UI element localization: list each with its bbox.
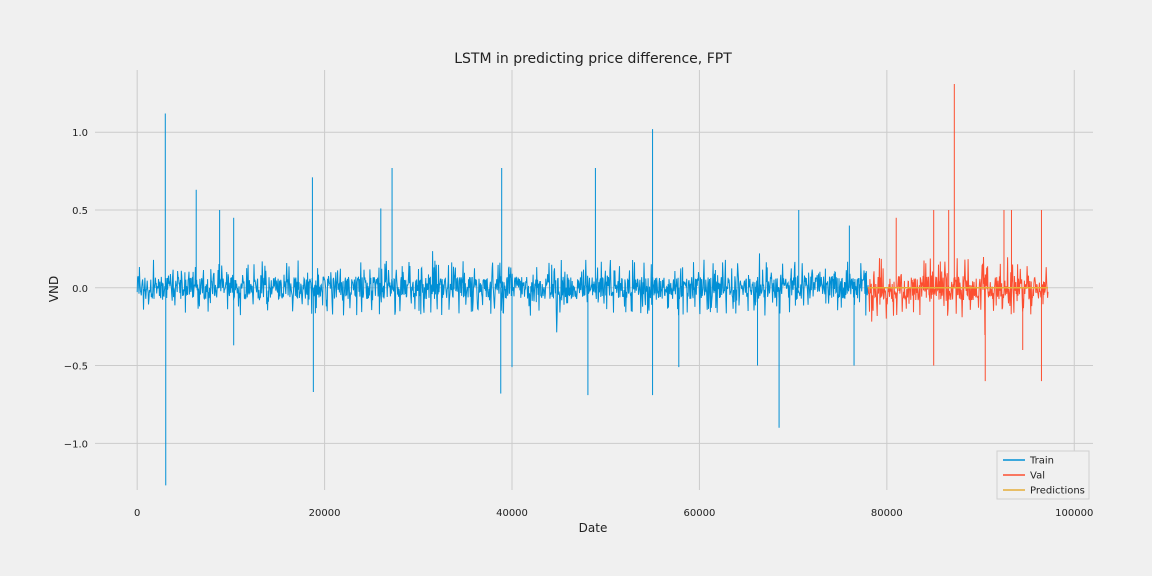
y-tick-label: −1.0: [64, 439, 88, 450]
x-tick-label: 60000: [684, 508, 716, 519]
series-val: [867, 84, 1049, 382]
series-layer: [136, 84, 1049, 486]
series-line: [136, 251, 869, 333]
x-tick-label: 100000: [1055, 508, 1093, 519]
chart-title: LSTM in predicting price difference, FPT: [454, 51, 732, 67]
y-axis-label: VND: [47, 276, 61, 302]
legend-label: Train: [1029, 456, 1054, 467]
legend: Train Val Predictions: [996, 450, 1090, 500]
legend-label: Predictions: [1030, 486, 1085, 497]
x-axis-label: Date: [579, 521, 608, 535]
y-tick-label: 0.0: [72, 284, 88, 295]
ticks: 0 20000 40000 60000 80000 100000 −1.0 −0.5 0.0 0.…: [64, 128, 1094, 519]
legend-label: Val: [1030, 471, 1045, 482]
y-tick-label: 1.0: [72, 128, 88, 139]
x-tick-label: 20000: [309, 508, 341, 519]
x-tick-label: 0: [134, 508, 140, 519]
y-tick-label: −0.5: [64, 362, 88, 373]
x-tick-label: 80000: [871, 508, 903, 519]
y-tick-label: 0.5: [72, 206, 88, 217]
series-line: [867, 256, 1049, 336]
x-tick-label: 40000: [496, 508, 528, 519]
series-train: [136, 113, 869, 486]
